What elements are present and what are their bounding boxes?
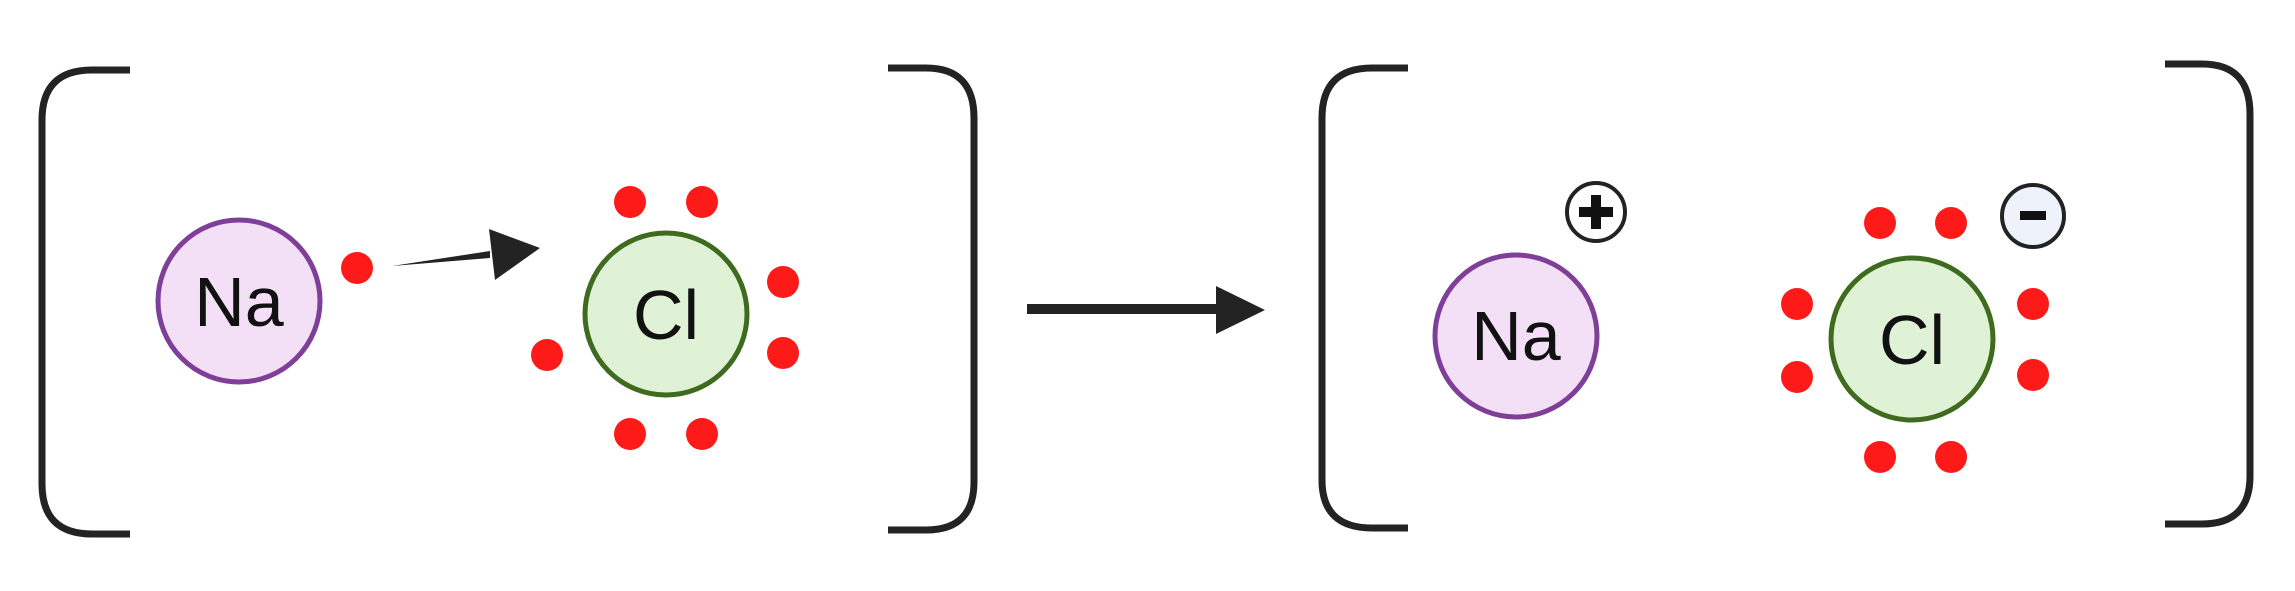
positive-charge-icon (1565, 181, 1627, 243)
sodium-ion-symbol: Na (1471, 297, 1561, 375)
chlorine-electrons (531, 186, 799, 450)
electron (1781, 288, 1813, 320)
reactants-bracket-right (888, 64, 978, 534)
chloride-electrons (1781, 207, 2049, 473)
chlorine-atom: Cl (582, 230, 750, 398)
electron (1864, 207, 1896, 239)
electron (614, 186, 646, 218)
chloride-ion-symbol: Cl (1879, 301, 1945, 379)
sodium-symbol: Na (194, 263, 284, 341)
electron (1781, 361, 1813, 393)
chloride-ion: Cl (1828, 255, 1996, 423)
products-bracket-right (2165, 60, 2254, 528)
electron (686, 186, 718, 218)
sodium-ion: Na (1432, 252, 1600, 420)
products-bracket-left (1318, 64, 1408, 532)
negative-charge-icon (2000, 183, 2066, 249)
sodium-atom: Na (155, 217, 323, 385)
electron (686, 418, 718, 450)
reaction-arrow (1027, 286, 1265, 334)
electron (1935, 441, 1967, 473)
electron (1864, 441, 1896, 473)
electron (767, 337, 799, 369)
electron (341, 252, 373, 284)
electron (614, 418, 646, 450)
electron (1935, 207, 1967, 239)
electron (2017, 359, 2049, 391)
electron-transfer-arrow (392, 229, 540, 280)
electron (767, 266, 799, 298)
reactants-bracket-left (38, 66, 130, 538)
chlorine-symbol: Cl (633, 276, 699, 354)
electron (2017, 288, 2049, 320)
electron (531, 339, 563, 371)
